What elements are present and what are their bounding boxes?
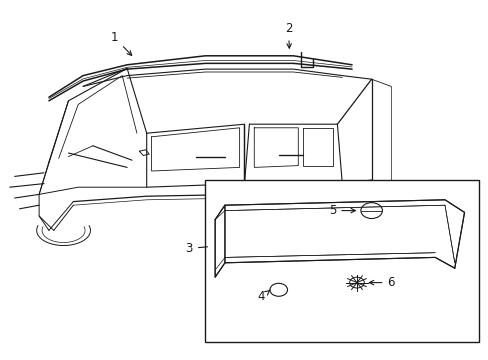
Text: 1: 1: [111, 31, 131, 55]
Bar: [205, 180, 478, 342]
Polygon shape: [215, 200, 464, 277]
Text: 6: 6: [368, 276, 394, 289]
Text: 3: 3: [185, 242, 207, 255]
Text: 4: 4: [257, 290, 270, 303]
Text: 5: 5: [328, 204, 355, 217]
Text: 2: 2: [284, 22, 292, 48]
